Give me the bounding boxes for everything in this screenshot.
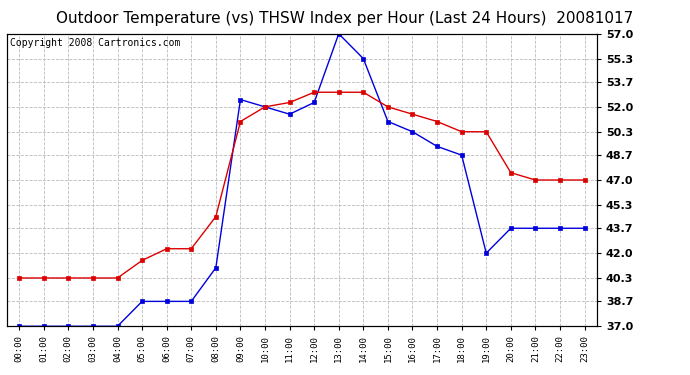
Text: Copyright 2008 Cartronics.com: Copyright 2008 Cartronics.com: [10, 38, 180, 48]
Text: Outdoor Temperature (vs) THSW Index per Hour (Last 24 Hours)  20081017: Outdoor Temperature (vs) THSW Index per …: [57, 11, 633, 26]
